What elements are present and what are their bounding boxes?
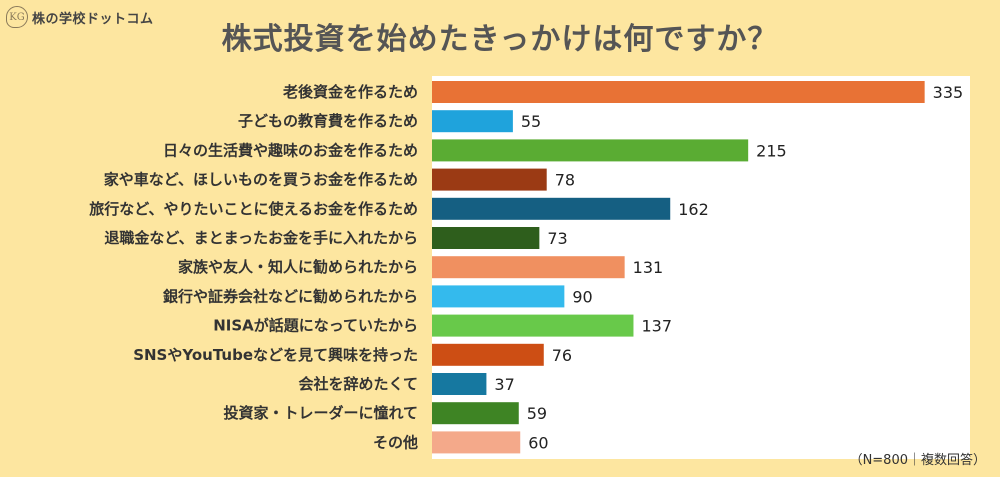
bar [432,139,749,162]
category-label: 退職金など、まとまったお金を手に入れたから [104,229,418,247]
chart-title: 株式投資を始めたきっかけは何ですか？ [221,22,779,57]
category-label: 会社を辞めたくて [298,375,418,393]
value-label: 78 [555,171,575,190]
bar [432,343,544,366]
bar [432,256,625,279]
category-label: 家族や友人・知人に勧められたから [178,258,418,276]
value-label: 55 [521,112,541,131]
value-label: 162 [678,200,709,219]
brand-name: 株の学校ドットコム [32,11,154,27]
value-label: 76 [552,346,572,365]
value-label: 90 [572,287,592,306]
value-label: 59 [527,404,547,423]
sample-note: （N=800｜複数回答） [849,453,986,468]
brand-mark-icon: KG [6,6,28,28]
bar [432,227,540,249]
category-label: 老後資金を作るため [282,83,418,101]
brand-logo: KG 株の学校ドットコム [6,6,154,28]
value-label: 215 [756,141,787,160]
value-label: 131 [633,258,664,277]
bar [432,431,521,454]
value-label: 137 [641,317,672,336]
category-label: 銀行や証券会社などに勧められたから [163,287,418,305]
category-label: 旅行など、やりたいことに使えるお金を作るため [89,200,418,218]
category-label: 日々の生活費や趣味のお金を作るため [163,141,418,159]
category-label: NISAが話題になっていたから [213,317,418,335]
bar [432,81,925,103]
value-label: 335 [933,83,964,102]
category-label: 家や車など、ほしいものを買うお金を作るため [104,171,418,189]
category-label: SNSやYouTubeなどを見て興味を持った [133,346,418,364]
category-label: その他 [373,433,418,451]
bar [432,168,547,191]
category-label: 投資家・トレーダーに憧れて [223,404,418,422]
bar [432,110,513,133]
bar [432,373,487,395]
value-label: 37 [494,375,514,394]
value-label: 60 [528,433,548,452]
bar [432,285,565,308]
bar [432,314,634,337]
bar [432,402,519,425]
bar [432,197,671,220]
value-label: 73 [547,229,567,248]
category-label: 子どもの教育費を作るため [238,112,418,130]
